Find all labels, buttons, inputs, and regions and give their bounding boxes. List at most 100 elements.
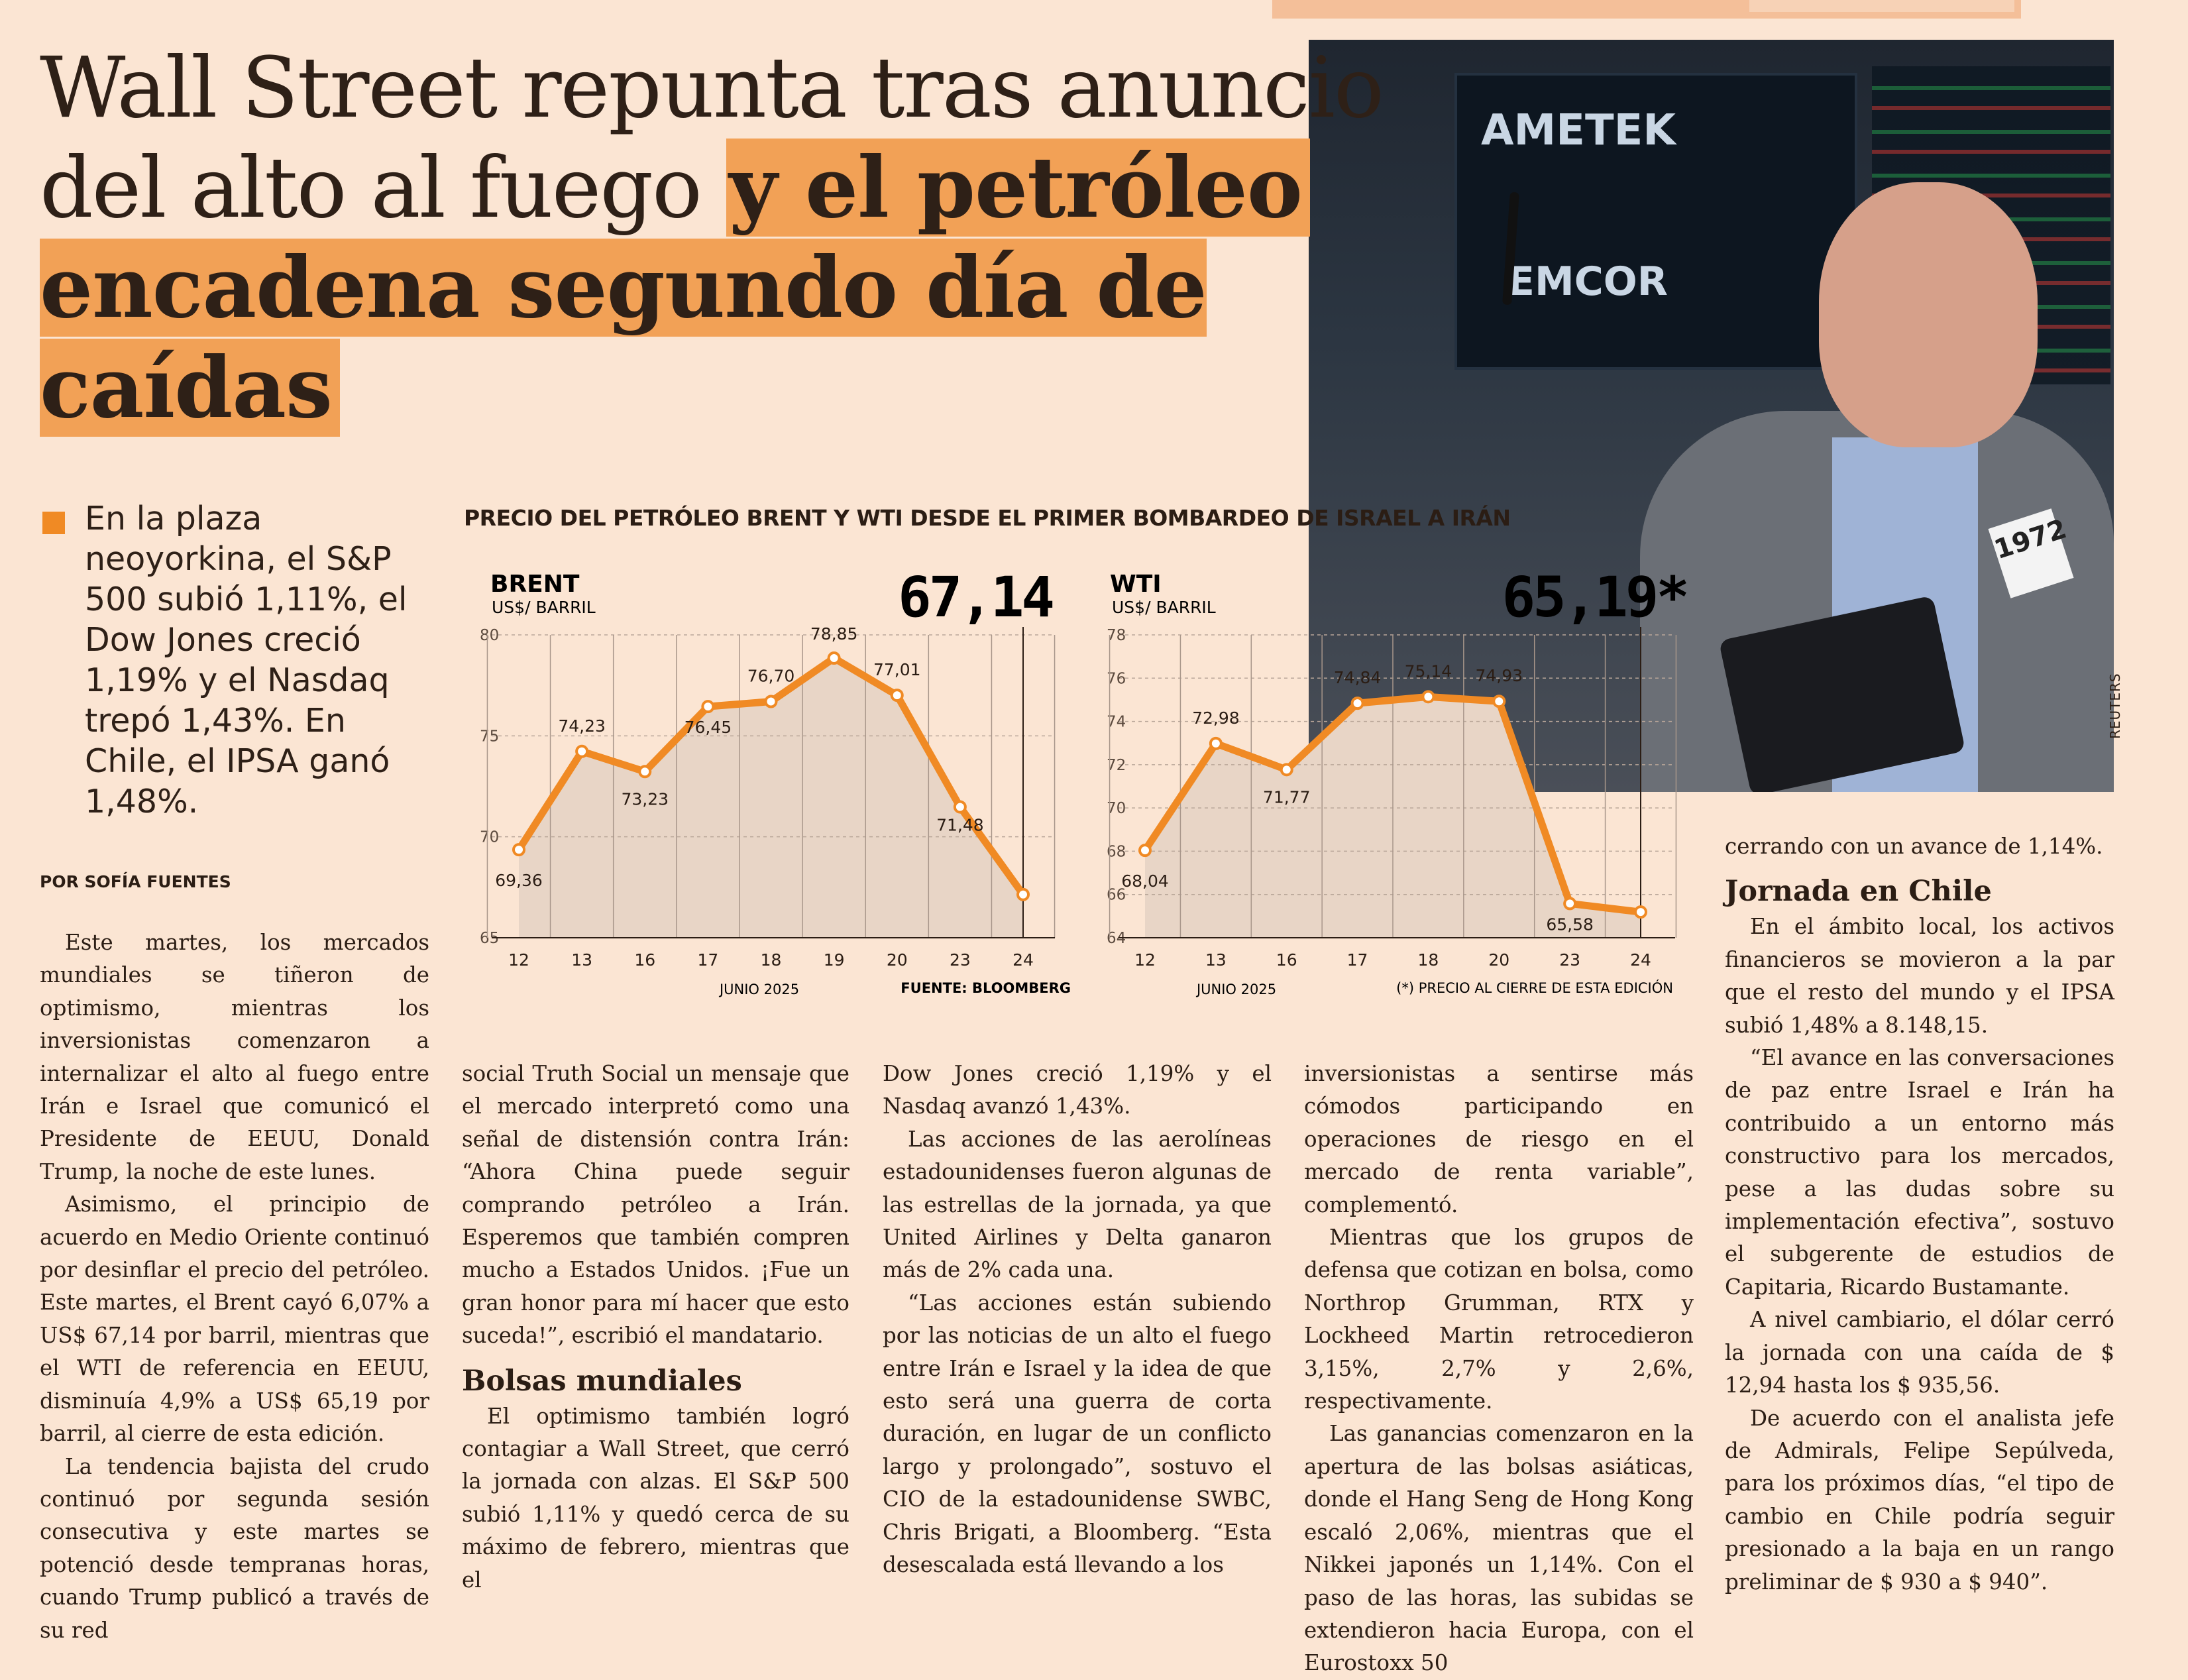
brent-data-label: 69,36: [495, 871, 543, 890]
body-paragraph: inversionistas a sentirse más cómodos pa…: [1304, 1061, 1694, 1217]
subheading-bolsas-mundiales: Bolsas mundiales: [462, 1364, 742, 1398]
brent-name: BRENT: [490, 571, 580, 598]
wti-ytick: 64: [1107, 930, 1126, 947]
wti-xtick: 12: [1134, 950, 1156, 970]
byline: POR SOFÍA FUENTES: [40, 872, 231, 891]
body-column-1: Este martes, los mercados mundiales se t…: [40, 926, 429, 1647]
headline-text-2: del alto al fuego: [40, 139, 726, 237]
photo-credit: REUTERS: [2107, 673, 2123, 739]
wti-ytick: 70: [1107, 800, 1126, 817]
brent-xtick: 20: [887, 950, 908, 970]
brent-ytick: 75: [480, 728, 499, 745]
wti-data-point: [1209, 736, 1223, 750]
headline-text-1: Wall Street repunta tras anuncio: [40, 39, 1384, 137]
lead-bullet-icon: [42, 512, 65, 534]
brent-data-point: [764, 695, 778, 708]
trader-photo: AMETEK EMCOR 1972: [1309, 40, 2114, 792]
wti-xtick: 20: [1488, 950, 1509, 970]
stock-board: [1454, 73, 1857, 370]
body-column-4: inversionistas a sentirse más cómodos pa…: [1304, 1058, 1694, 1680]
body-paragraph: social Truth Social un mensaje que el me…: [462, 1061, 849, 1349]
body-paragraph: Dow Jones creció 1,19% y el Nasdaq avanz…: [883, 1061, 1272, 1119]
brent-data-label: 73,23: [621, 789, 669, 809]
brent-xtick: 12: [508, 950, 529, 970]
wti-ytick: 76: [1107, 670, 1126, 687]
body-paragraph: A nivel cambiario, el dólar cerró la jor…: [1725, 1307, 2114, 1398]
body-column-5: cerrando con un avance de 1,14%. Jornada…: [1725, 830, 2114, 1598]
wti-data-label: 68,04: [1121, 871, 1169, 891]
brent-data-point: [890, 689, 904, 702]
headline-highlight-2: y el petróleo: [726, 139, 1310, 237]
body-paragraph: El optimismo también logró contagiar a W…: [462, 1403, 849, 1593]
brent-data-point: [512, 843, 525, 857]
brent-data-label: 76,45: [684, 718, 732, 737]
body-paragraph: En el ámbito local, los activos financie…: [1725, 914, 2114, 1038]
wti-data-label: 72,98: [1192, 708, 1240, 728]
brent-ytick: 65: [480, 930, 499, 947]
brent-xtick: 13: [571, 950, 592, 970]
headline: Wall Street repunta tras anuncio del alt…: [40, 38, 1471, 438]
brent-data-point: [638, 765, 652, 779]
wti-xtick: 13: [1205, 950, 1227, 970]
brent-data-label: 76,70: [747, 667, 795, 686]
top-color-strip-inner: [1749, 0, 2014, 12]
wti-note: (*) PRECIO AL CIERRE DE ESTA EDICIÓN: [1396, 980, 1673, 996]
trader-head: [1819, 182, 2038, 447]
headline-line-2: del alto al fuego y el petróleo: [40, 138, 1471, 238]
brent-xtick: 24: [1012, 950, 1034, 970]
headline-line-3: encadena segundo día de caídas: [40, 238, 1471, 438]
chart-title: PRECIO DEL PETRÓLEO BRENT Y WTI DESDE EL…: [464, 505, 1511, 531]
wti-ytick: 74: [1107, 714, 1126, 731]
body-paragraph: De acuerdo con el analista jefe de Admir…: [1725, 1405, 2114, 1595]
brent-data-point: [953, 800, 967, 814]
wti-xtick: 18: [1418, 950, 1439, 970]
brent-data-point: [701, 700, 715, 714]
wti-xtick: 16: [1276, 950, 1297, 970]
body-column-2: social Truth Social un mensaje que el me…: [462, 1058, 849, 1596]
brent-unit: US$/ BARRIL: [492, 598, 596, 617]
body-paragraph: Este martes, los mercados mundiales se t…: [40, 930, 429, 1184]
headline-highlight-3: encadena segundo día de caídas: [40, 239, 1207, 437]
headline-line-1: Wall Street repunta tras anuncio: [40, 38, 1471, 138]
wti-xlabel: JUNIO 2025: [1195, 981, 1276, 997]
brent-xtick: 19: [824, 950, 845, 970]
wti-ytick: 66: [1107, 887, 1126, 904]
wti-data-point: [1280, 763, 1293, 777]
brent-chart: BRENT US$/ BARRIL 67,14 65 70 75 80 69,36 12 7…: [480, 565, 1071, 997]
body-paragraph: “El avance en las conversaciones de paz …: [1725, 1045, 2114, 1300]
body-paragraph: Las ganancias comenzaron en la apertura …: [1304, 1421, 1694, 1676]
body-paragraph: Asimismo, el principio de acuerdo en Med…: [40, 1192, 429, 1447]
brent-xtick: 18: [761, 950, 782, 970]
brent-data-label: 71,48: [936, 816, 984, 835]
brent-source: FUENTE: BLOOMBERG: [901, 980, 1071, 996]
wti-ytick: 78: [1107, 627, 1126, 644]
brent-xlabel: JUNIO 2025: [718, 981, 799, 997]
brent-ytick: 80: [480, 627, 499, 644]
body-paragraph: “Las acciones están subiendo por las not…: [883, 1290, 1272, 1578]
wti-unit: US$/ BARRIL: [1112, 598, 1216, 617]
body-column-3: Dow Jones creció 1,19% y el Nasdaq avanz…: [883, 1058, 1272, 1582]
wti-ytick: 68: [1107, 843, 1126, 860]
brent-data-point: [827, 651, 841, 665]
brent-series-line: [515, 654, 1027, 899]
brent-data-label: 74,23: [558, 716, 606, 736]
body-paragraph: Mientras que los grupos de defensa que c…: [1304, 1225, 1694, 1414]
body-paragraph: Las acciones de las aerolíneas estadouni…: [883, 1126, 1272, 1283]
subheading-jornada-en-chile: Jornada en Chile: [1725, 875, 1992, 909]
wti-xtick: 23: [1559, 950, 1580, 970]
wti-ytick: 72: [1107, 757, 1126, 774]
brent-area: [519, 658, 1023, 938]
wti-data-label: 65,58: [1546, 915, 1594, 934]
board-label-emcor: EMCOR: [1507, 258, 1668, 305]
brent-data-point: [1016, 887, 1030, 901]
brent-data-label: 77,01: [873, 660, 921, 679]
wti-name: WTI: [1110, 571, 1162, 598]
brent-xtick: 23: [950, 950, 971, 970]
brent-xtick: 16: [634, 950, 655, 970]
brent-ytick: 70: [480, 829, 499, 846]
body-paragraph: La tendencia bajista del crudo continuó …: [40, 1453, 429, 1643]
lead-summary: En la plaza neoyorkina, el S&P 500 subió…: [85, 500, 408, 820]
wti-data-point: [1563, 897, 1577, 911]
wti-xtick: 24: [1630, 950, 1651, 970]
board-label-ametek: AMETEK: [1481, 106, 1676, 155]
